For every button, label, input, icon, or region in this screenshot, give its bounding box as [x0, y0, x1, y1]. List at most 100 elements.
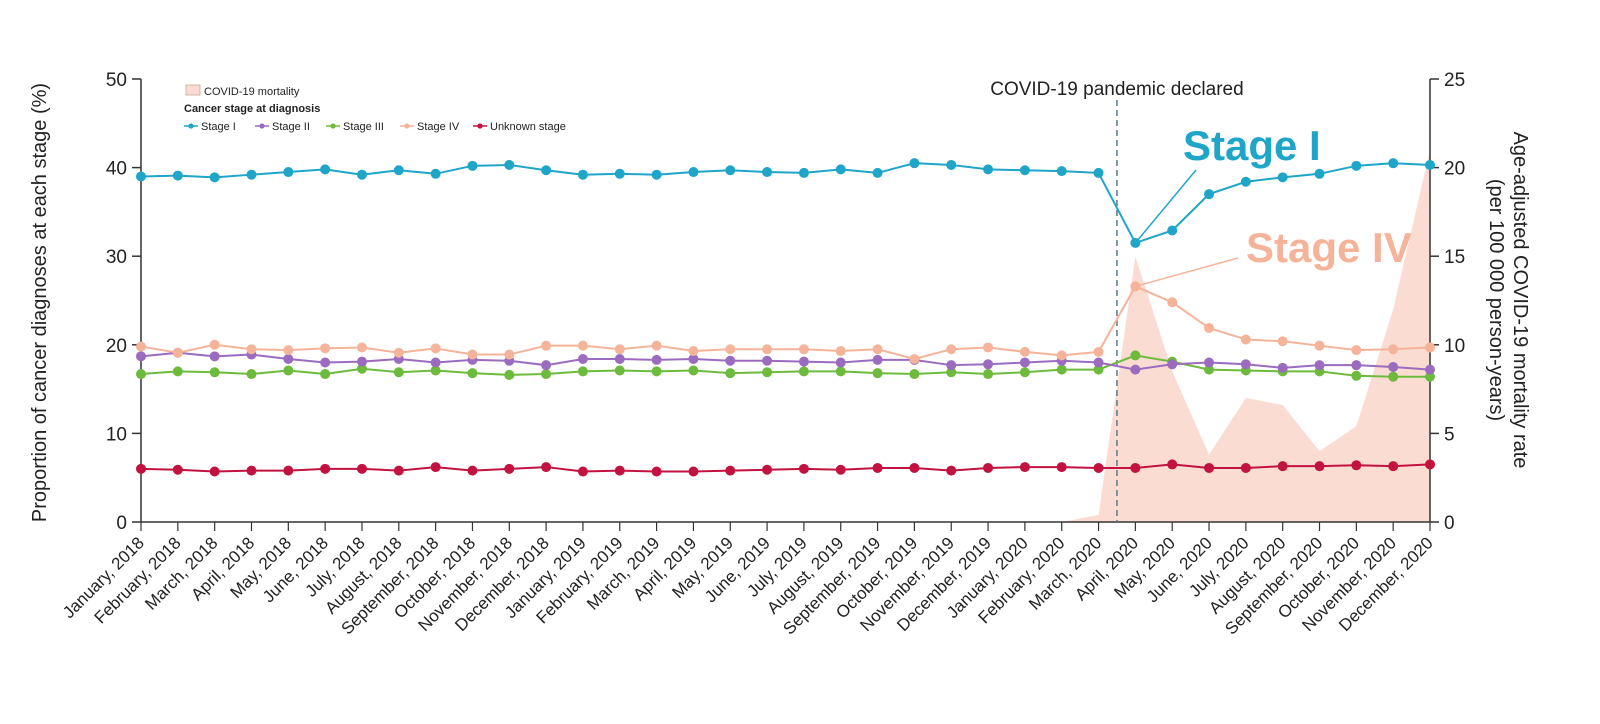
- stage-i-line: [140, 162, 1431, 245]
- stage-ii-point: [1167, 359, 1178, 370]
- stage-iii-point: [1425, 371, 1435, 382]
- y2-tick-label: 5: [1444, 424, 1455, 445]
- stage-iv-point: [1314, 340, 1325, 351]
- unknown-stage-point: [909, 462, 920, 473]
- stage-ii-point: [209, 351, 220, 362]
- stage-iii-point: [725, 368, 736, 379]
- y-tick-label: 50: [106, 70, 127, 91]
- stage-ii-point: [1019, 357, 1030, 368]
- stage-i-point: [430, 168, 441, 179]
- unknown-stage-point: [467, 465, 478, 476]
- stage-iv-point: [356, 342, 367, 353]
- stage-ii-point: [1314, 360, 1325, 371]
- unknown-stage-point: [1130, 462, 1141, 473]
- stage-iv-point: [1019, 346, 1030, 357]
- stage-iv-point: [762, 344, 773, 355]
- stage-iii-point: [320, 369, 331, 380]
- y-tick-label: 30: [106, 247, 127, 268]
- unknown-stage-point: [1351, 460, 1362, 471]
- stage-iv-point: [688, 346, 699, 357]
- stage-ii-point: [136, 351, 146, 362]
- stage-i-point: [1019, 165, 1030, 176]
- stage-i-point: [725, 165, 736, 176]
- stage-ii-point: [872, 354, 883, 365]
- stage4-big-label: Stage IV: [1246, 224, 1412, 271]
- stage-iv-point: [946, 344, 957, 355]
- pandemic-declared-label: COVID-19 pandemic declared: [990, 79, 1243, 100]
- stage-iv-point: [1351, 345, 1362, 356]
- stage-iv-point: [798, 344, 809, 355]
- stage-i-point: [209, 172, 220, 183]
- stage-iv-point: [467, 349, 478, 360]
- stage-ii-point: [430, 357, 441, 368]
- stage-iv-point: [872, 344, 883, 355]
- stage-iv-point: [1204, 322, 1215, 333]
- stage-ii-point: [356, 356, 367, 367]
- unknown-stage-point: [798, 463, 809, 474]
- stage-iii-point: [467, 368, 478, 379]
- stage-iii-point: [283, 365, 294, 376]
- legend-stage-i-marker: [188, 123, 194, 129]
- unknown-stage-point: [283, 465, 294, 476]
- stage-ii-point: [1388, 361, 1399, 372]
- stage-iii-point: [688, 365, 699, 376]
- unknown-stage-point: [614, 465, 625, 476]
- legend-unknown-stage-marker: [477, 123, 483, 129]
- stage-iii-line: [140, 354, 1430, 378]
- unknown-stage-point: [1277, 461, 1288, 472]
- legend-stage-iv-label: Stage IV: [417, 121, 460, 133]
- y-axis-label: Proportion of cancer diagnoses at each s…: [29, 83, 51, 522]
- stage-i-point: [283, 167, 294, 178]
- stage-ii-point: [541, 360, 552, 371]
- stage-i-point: [246, 169, 257, 180]
- unknown-stage-point: [209, 466, 220, 477]
- y2-axis-label-line-1: Age-adjusted COVID-19 mortality rate: [1509, 132, 1531, 469]
- legend-stage-ii-marker: [259, 123, 265, 129]
- stage-iv-point: [1167, 297, 1178, 308]
- stage-ii-point: [946, 360, 957, 371]
- stage-i-point: [798, 167, 809, 178]
- unknown-stage-point: [320, 463, 331, 474]
- legend-stage-iv-marker: [404, 123, 410, 129]
- stage-ii-point: [1093, 357, 1104, 368]
- stage-i-point: [1351, 160, 1362, 171]
- legend-unknown-stage-label: Unknown stage: [490, 121, 566, 133]
- covid-mortality-area: [1061, 149, 1430, 522]
- stage-iii-point: [798, 366, 809, 377]
- big-label-layer: Stage I Stage IV: [1134, 122, 1412, 288]
- legend-title: Cancer stage at diagnosis: [184, 103, 320, 115]
- stage-ii-point: [1425, 364, 1435, 375]
- stage-iii-point: [909, 369, 920, 380]
- unknown-stage-point: [172, 464, 183, 475]
- stage-ii-point: [1277, 362, 1288, 373]
- unknown-stage-point: [725, 465, 736, 476]
- stage-iv-point: [651, 340, 662, 351]
- stage-iv-point: [172, 347, 183, 358]
- unknown-stage-point: [762, 464, 773, 475]
- stage-i-point: [172, 170, 183, 181]
- stage-iii-point: [1204, 364, 1215, 375]
- unknown-stage-point: [1388, 461, 1399, 472]
- stage-i-point: [1093, 167, 1104, 178]
- stage-iv-point: [320, 343, 331, 354]
- legend-stage-iii-marker: [330, 123, 336, 129]
- stage-iv-point: [283, 345, 294, 356]
- stage-iii-point: [430, 365, 441, 376]
- stage-iv-line: [140, 285, 1431, 361]
- stage-iv-point: [1425, 342, 1435, 353]
- stage-iv-point: [1056, 350, 1067, 361]
- stage-iv-point: [136, 341, 146, 352]
- series-layer: [136, 158, 1435, 477]
- stage-iii-point: [1130, 350, 1141, 361]
- stage-i-point: [577, 169, 588, 180]
- stage-iv-point: [1388, 344, 1399, 355]
- unknown-stage-point: [688, 466, 699, 477]
- stage-iii-point: [541, 369, 552, 380]
- unknown-stage-point: [541, 462, 552, 473]
- stage1-big-label: Stage I: [1183, 122, 1321, 169]
- stage-iii-point: [356, 363, 367, 374]
- stage-i-point: [1056, 166, 1067, 177]
- stage-i-point: [1240, 176, 1251, 187]
- stage-iii-point: [614, 365, 625, 376]
